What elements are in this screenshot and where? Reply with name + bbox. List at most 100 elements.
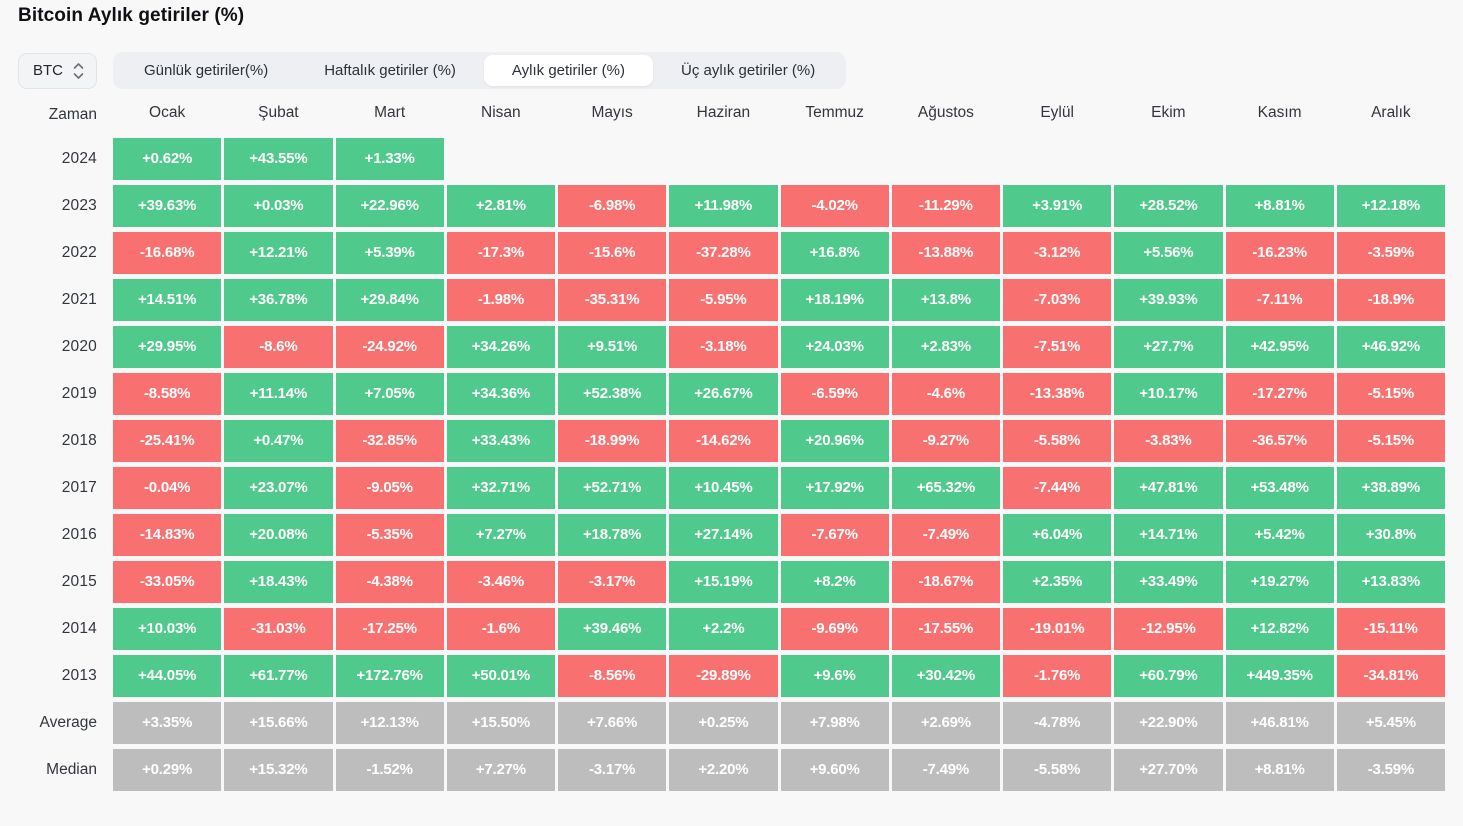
return-cell: -17.27% — [1225, 373, 1334, 415]
return-cell: +17.92% — [780, 467, 889, 509]
controls-bar: BTC Günlük getiriler(%) Haftalık getirile… — [18, 52, 1445, 89]
return-cell: -18.99% — [558, 420, 667, 462]
table-row: 2020 +29.95% -8.6% -24.92% +34.26% +9.51% -3.1… — [18, 326, 1445, 368]
return-cell: -0.04% — [113, 467, 222, 509]
column-header-month: Eylül — [1040, 104, 1074, 121]
return-cell: -12.95% — [1114, 608, 1223, 650]
asset-select[interactable]: BTC — [18, 52, 97, 89]
return-cell — [447, 138, 555, 180]
return-cell: +3.35% — [113, 702, 222, 744]
return-cell: -9.27% — [891, 420, 1000, 462]
row-label: 2020 — [61, 338, 97, 355]
return-cell: +10.17% — [1114, 373, 1223, 415]
return-cell — [1226, 138, 1334, 180]
return-cell: +5.42% — [1225, 514, 1334, 556]
return-cell: +3.91% — [1003, 185, 1112, 227]
return-cell: -18.67% — [891, 561, 1000, 603]
return-cell: +18.78% — [558, 514, 667, 556]
return-cell: -14.62% — [669, 420, 778, 462]
return-cell: +15.50% — [446, 702, 555, 744]
column-header-month: Ekim — [1151, 104, 1186, 121]
row-label: 2023 — [61, 197, 97, 214]
return-cell: +0.47% — [224, 420, 333, 462]
return-cell: -7.11% — [1225, 279, 1334, 321]
return-cell: -8.58% — [113, 373, 222, 415]
return-cell: +52.71% — [558, 467, 667, 509]
return-cell: -37.28% — [669, 232, 778, 274]
return-cell: +12.82% — [1225, 608, 1334, 650]
return-cell: +172.76% — [335, 655, 444, 697]
row-label: Median — [46, 761, 97, 778]
table-row: 2021 +14.51% +36.78% +29.84% -1.98% -35.31% -5… — [18, 279, 1445, 321]
table-row: 2014 +10.03% -31.03% -17.25% -1.6% +39.46% +2.… — [18, 608, 1445, 650]
return-cell: +26.67% — [669, 373, 778, 415]
return-cell: +44.05% — [113, 655, 222, 697]
return-cell: +8.2% — [780, 561, 889, 603]
return-cell: +19.27% — [1225, 561, 1334, 603]
return-cell: -16.23% — [1225, 232, 1334, 274]
return-cell: +24.03% — [780, 326, 889, 368]
return-cell: -7.49% — [891, 514, 1000, 556]
column-header-month: Şubat — [258, 104, 299, 121]
return-cell: -7.03% — [1003, 279, 1112, 321]
column-header-month: Haziran — [696, 104, 751, 121]
return-cell: +61.77% — [224, 655, 333, 697]
return-cell: +8.81% — [1225, 185, 1334, 227]
tab-0[interactable]: Günlük getiriler(%) — [144, 62, 269, 79]
return-cell: -1.6% — [446, 608, 555, 650]
tab-1[interactable]: Haftalık getiriler (%) — [324, 62, 456, 79]
row-label: 2021 — [61, 291, 97, 308]
return-cell: -8.56% — [558, 655, 667, 697]
return-cell: +34.26% — [446, 326, 555, 368]
return-cell: +20.08% — [224, 514, 333, 556]
return-cell: -7.44% — [1003, 467, 1112, 509]
return-cell: -3.83% — [1114, 420, 1223, 462]
returns-table: Zaman Ocak Şubat Mart Nisan Mayıs Haziran Temmu… — [18, 102, 1445, 791]
return-cell: +7.27% — [446, 749, 555, 791]
return-cell — [1114, 138, 1222, 180]
table-row: Median +0.29% +15.32% -1.52% +7.27% -3.17% +2.… — [18, 749, 1445, 791]
return-cell: +27.7% — [1114, 326, 1223, 368]
return-cell: +27.14% — [669, 514, 778, 556]
table-header-row: Zaman Ocak Şubat Mart Nisan Mayıs Haziran Temmu… — [18, 102, 1445, 128]
table-row: Average +3.35% +15.66% +12.13% +15.50% +7.66%… — [18, 702, 1445, 744]
return-cell: +12.21% — [224, 232, 333, 274]
tab-3[interactable]: Üç aylık getiriler (%) — [681, 62, 816, 79]
return-cell: +60.79% — [1114, 655, 1223, 697]
return-cell: +46.92% — [1336, 326, 1445, 368]
return-cell: +14.51% — [113, 279, 222, 321]
return-cell: -13.88% — [891, 232, 1000, 274]
return-cell: +36.78% — [224, 279, 333, 321]
return-cell: -15.6% — [558, 232, 667, 274]
return-cell: -3.46% — [446, 561, 555, 603]
return-cell: +7.27% — [446, 514, 555, 556]
return-cell: -19.01% — [1003, 608, 1112, 650]
return-cell: +18.19% — [780, 279, 889, 321]
return-cell: -34.81% — [1336, 655, 1445, 697]
return-cell: +30.8% — [1336, 514, 1445, 556]
table-row: 2019 -8.58% +11.14% +7.05% +34.36% +52.38% +26… — [18, 373, 1445, 415]
return-cell: +22.90% — [1114, 702, 1223, 744]
return-cell: +38.89% — [1336, 467, 1445, 509]
return-cell: +53.48% — [1225, 467, 1334, 509]
return-cell: +42.95% — [1225, 326, 1334, 368]
return-cell: -1.76% — [1003, 655, 1112, 697]
return-cell: -3.12% — [1003, 232, 1112, 274]
tab-2[interactable]: Aylık getiriler (%) — [483, 55, 654, 86]
return-cell: +7.66% — [558, 702, 667, 744]
row-label: 2017 — [61, 479, 97, 496]
return-cell — [892, 138, 1000, 180]
return-cell: -15.11% — [1336, 608, 1445, 650]
row-label: 2014 — [61, 620, 97, 637]
return-cell: -3.17% — [558, 561, 667, 603]
return-cell: -3.59% — [1336, 232, 1445, 274]
return-cell: +32.71% — [446, 467, 555, 509]
return-cell — [1337, 138, 1445, 180]
return-cell: +18.43% — [224, 561, 333, 603]
return-cell: +15.32% — [224, 749, 333, 791]
return-cell: +13.8% — [891, 279, 1000, 321]
return-cell: +46.81% — [1225, 702, 1334, 744]
return-cell: +10.03% — [113, 608, 222, 650]
return-cell — [669, 138, 777, 180]
return-cell: -5.15% — [1336, 420, 1445, 462]
